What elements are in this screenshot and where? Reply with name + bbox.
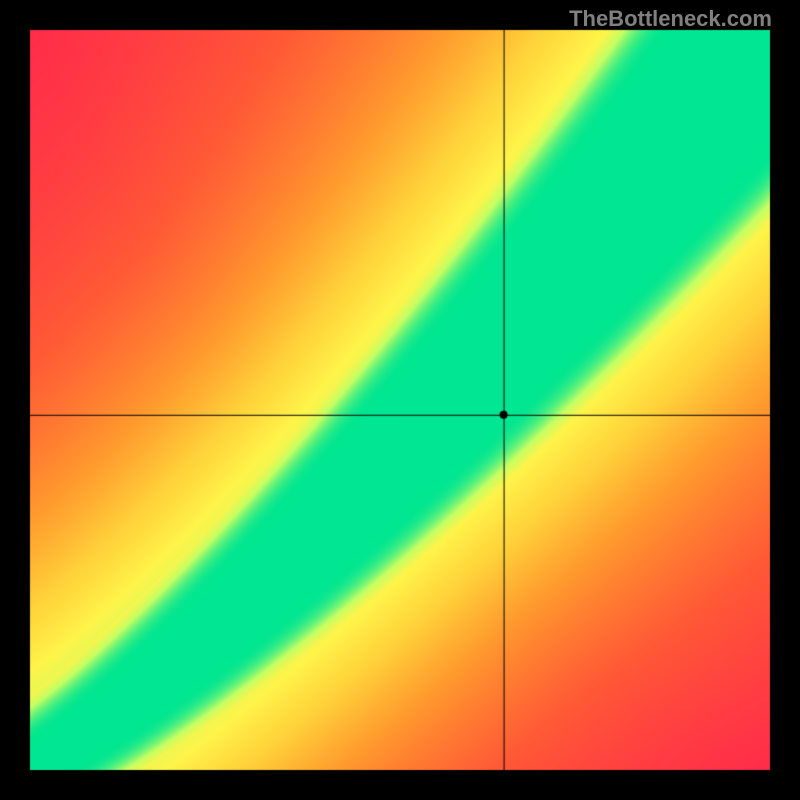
stage: TheBottleneck.com — [0, 0, 800, 800]
heatmap-canvas — [0, 0, 800, 800]
watermark-text: TheBottleneck.com — [569, 6, 772, 32]
